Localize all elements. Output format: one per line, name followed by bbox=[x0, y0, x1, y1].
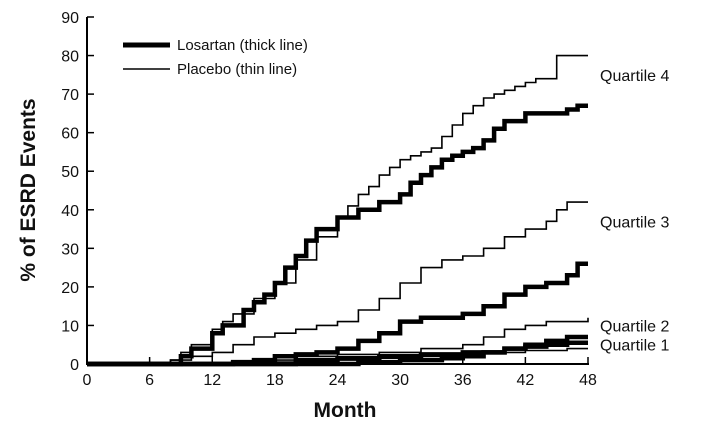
quartile-labels: Quartile 4 Quartile 3 Quartile 2 Quartile 1 bbox=[600, 68, 669, 355]
y-tick-label: 60 bbox=[61, 126, 79, 143]
x-tick-label: 18 bbox=[266, 372, 284, 389]
quartile-label: Quartile 1 bbox=[600, 338, 669, 355]
x-tick-label: 6 bbox=[145, 372, 154, 389]
y-tick-label: 50 bbox=[61, 164, 79, 181]
x-tick-label: 24 bbox=[329, 372, 347, 389]
axes: 0 6 12 18 24 30 36 42 48 0 10 20 30 40 50 60 70 80 90 bbox=[61, 10, 597, 389]
x-tick-label: 42 bbox=[516, 372, 534, 389]
y-tick-label: 80 bbox=[61, 49, 79, 66]
legend: Losartan (thick line) Placebo (thin line… bbox=[123, 37, 308, 78]
y-tick-label: 10 bbox=[61, 318, 79, 335]
series-line-q4-losartan bbox=[87, 103, 588, 367]
y-tick-label: 20 bbox=[61, 280, 79, 297]
quartile-label: Quartile 3 bbox=[600, 214, 669, 231]
x-tick-label: 0 bbox=[83, 372, 92, 389]
y-tick-label: 30 bbox=[61, 241, 79, 258]
x-tick-label: 30 bbox=[391, 372, 409, 389]
x-tick-label: 12 bbox=[203, 372, 221, 389]
legend-label-losartan: Losartan (thick line) bbox=[177, 37, 308, 54]
y-tick-label: 90 bbox=[61, 10, 79, 27]
x-tick-label: 36 bbox=[454, 372, 472, 389]
quartile-label: Quartile 2 bbox=[600, 318, 669, 335]
plot-lines bbox=[87, 54, 589, 367]
series-line-q2-placebo bbox=[87, 317, 589, 365]
y-tick-label: 40 bbox=[61, 203, 79, 220]
y-tick-label: 0 bbox=[70, 357, 79, 374]
series-line-q1-losartan bbox=[87, 340, 588, 367]
legend-label-placebo: Placebo (thin line) bbox=[177, 61, 297, 78]
x-axis-title: Month bbox=[314, 399, 377, 422]
x-tick-label: 48 bbox=[579, 372, 597, 389]
quartile-label: Quartile 4 bbox=[600, 68, 669, 85]
series-line-q4-placebo bbox=[87, 54, 588, 365]
series-line-q3-placebo bbox=[87, 201, 588, 365]
y-axis-title: % of ESRD Events bbox=[17, 98, 40, 281]
y-tick-label: 70 bbox=[61, 87, 79, 104]
